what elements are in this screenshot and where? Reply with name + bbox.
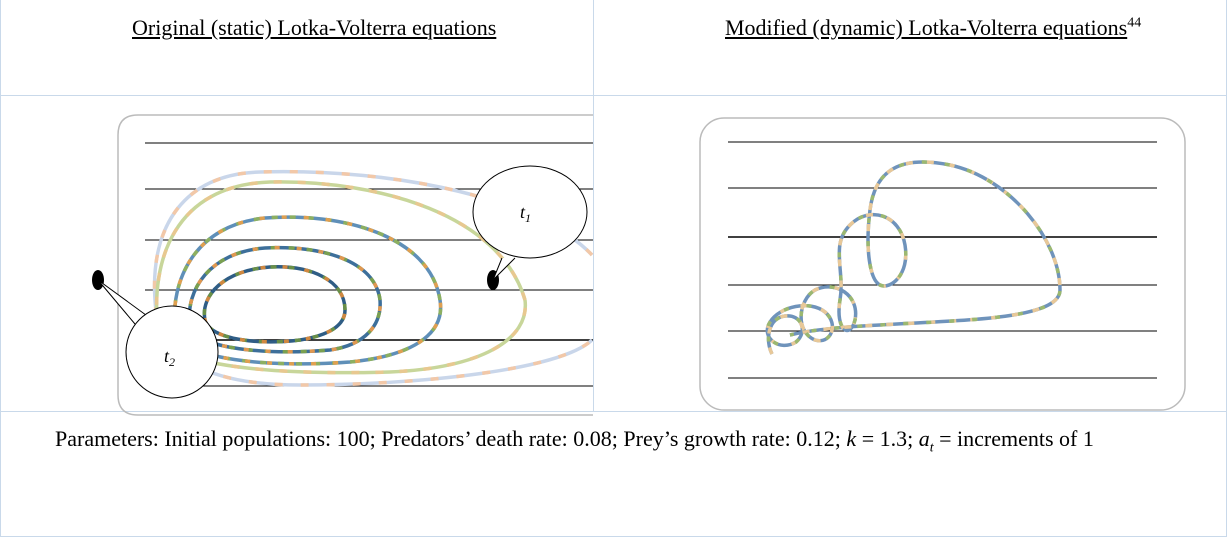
callout (125, 305, 219, 399)
callout (472, 165, 588, 259)
param-k-value: = 1.3; (856, 426, 919, 451)
frame (699, 117, 1186, 411)
trajectory (765, 160, 1062, 356)
param-k: k (846, 426, 857, 451)
callout-tail (97, 279, 151, 331)
param-a: a (918, 426, 930, 451)
frame (117, 114, 593, 416)
callout-label: t1 (520, 202, 531, 225)
param-a-sub-text: t (929, 440, 934, 456)
parameters-text: Parameters: Initial populations: 100; Pr… (55, 426, 847, 451)
param-a-value: = increments of 1 (933, 426, 1094, 451)
footnote-ref: 44 (1127, 15, 1142, 31)
header-cell: Modified (dynamic) Lotka-Volterra equati… (594, 0, 1227, 96)
header-right: Modified (dynamic) Lotka-Volterra equati… (725, 15, 1128, 40)
callout-tail (492, 257, 516, 281)
callout-label: t2 (164, 346, 175, 369)
header-left: Original (static) Lotka-Volterra equatio… (132, 15, 497, 40)
ruled-lines (728, 141, 1157, 379)
param-a-sub: t (930, 440, 934, 455)
figure-cell (0, 96, 594, 412)
header-cell: Original (static) Lotka-Volterra equatio… (0, 0, 594, 96)
